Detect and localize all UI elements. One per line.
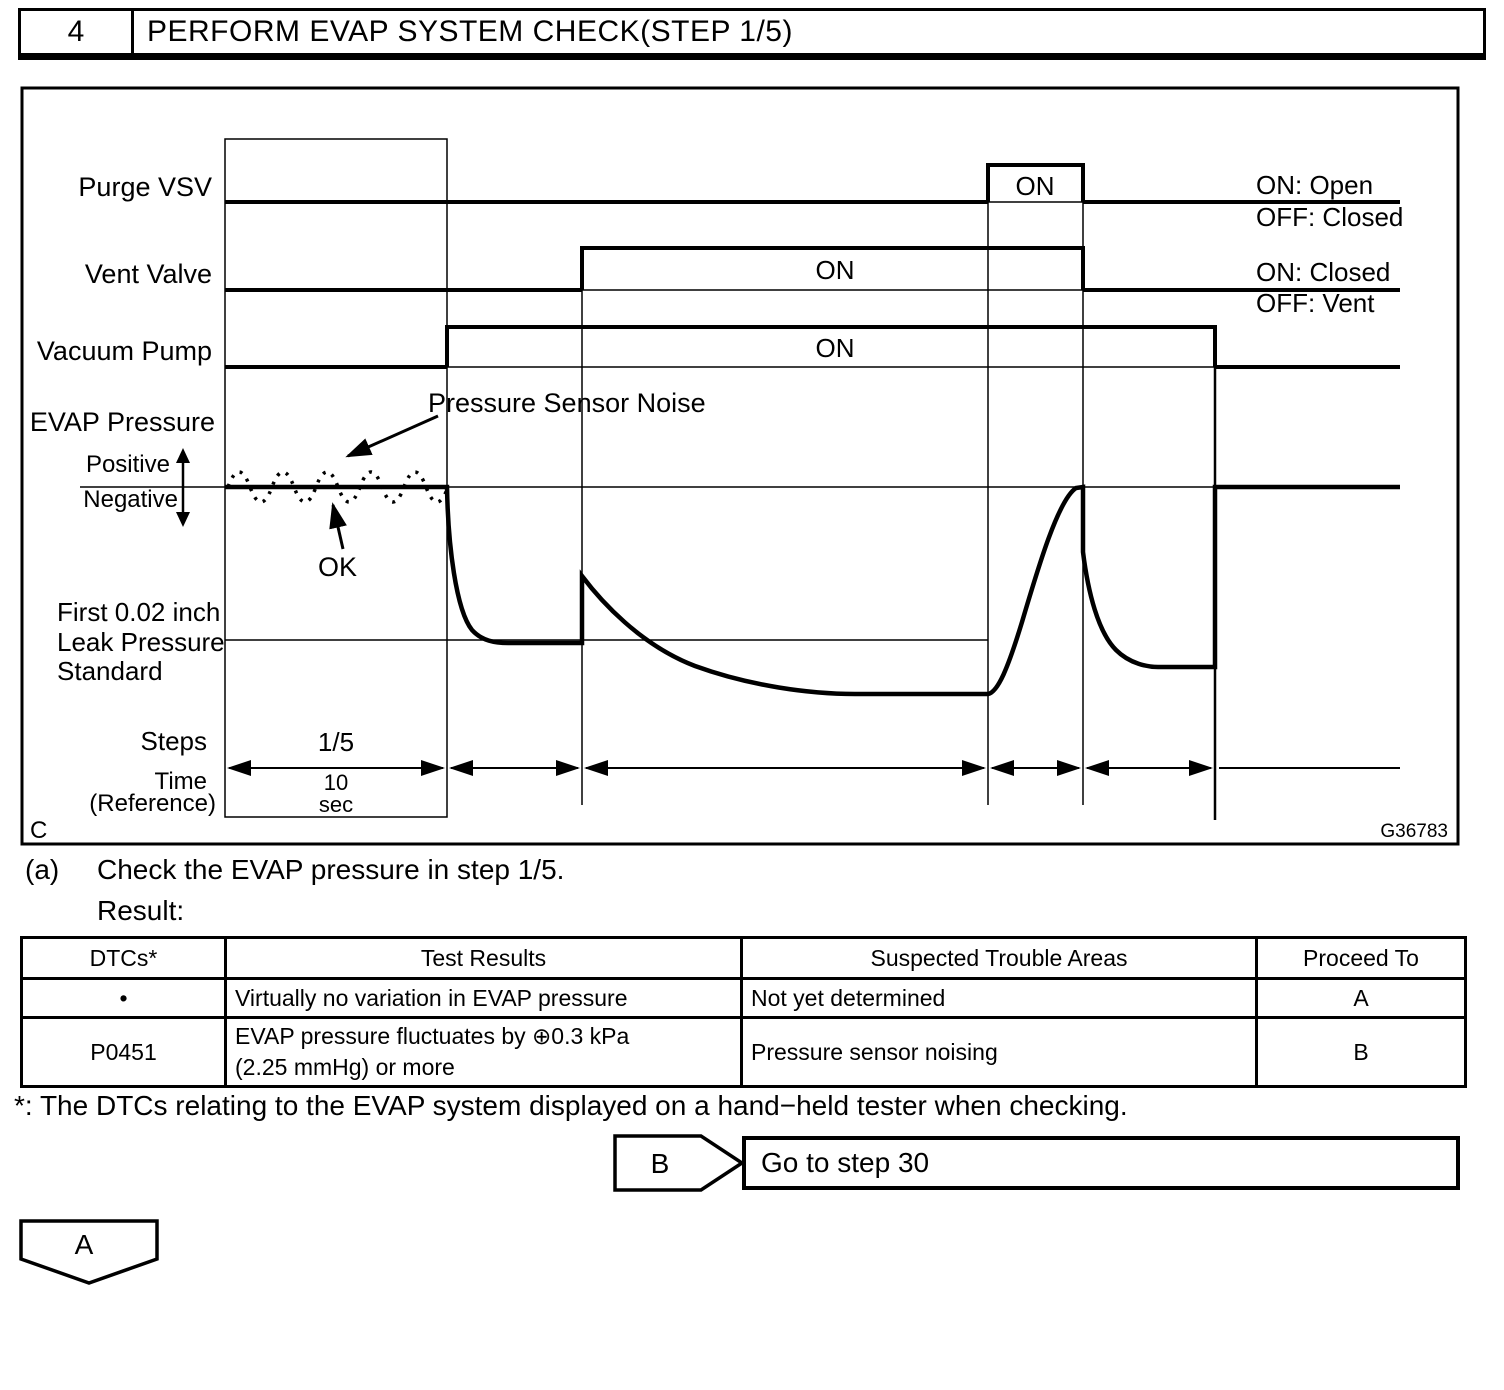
col-header-dtcs: DTCs* (20, 936, 227, 980)
vent-valve-label: Vent Valve (85, 259, 212, 289)
goto-step-text: Go to step 30 (761, 1147, 930, 1178)
leak-standard-label-2: Leak Pressure (57, 627, 225, 657)
cell-dtc: P0451 (20, 1015, 227, 1089)
connector-a-shape: A (19, 1219, 159, 1285)
purge-vsv-waveform (225, 163, 1400, 204)
polarity-arrow (176, 448, 190, 527)
leak-standard-label-1: First 0.02 inch (57, 597, 220, 627)
table-row: P0451 EVAP pressure fluctuates by ⊕0.3 k… (20, 1015, 1467, 1089)
purge-on-label: ON (1016, 171, 1055, 201)
noise-pointer-arrow (345, 414, 439, 458)
corner-label: C (30, 817, 47, 844)
noise-annotation-label: Pressure Sensor Noise (428, 388, 706, 418)
instruction-text: Check the EVAP pressure in step 1/5. (97, 854, 565, 885)
vacuum-pump-waveform (225, 325, 1400, 369)
vacuum-on-label: ON (816, 333, 855, 363)
steps-label: Steps (141, 726, 208, 756)
vent-valve-waveform (225, 246, 1400, 292)
time-value: 10 (324, 770, 348, 795)
vent-on-label: ON (816, 255, 855, 285)
connector-b-shape: B (613, 1134, 746, 1192)
negative-label: Negative (83, 486, 178, 513)
purge-legend-on: ON: Open (1256, 170, 1373, 200)
cell-trouble-area: Not yet determined (740, 977, 1258, 1019)
cell-proceed: A (1255, 977, 1467, 1019)
step-window-box (224, 138, 448, 818)
leak-standard-label-3: Standard (57, 656, 163, 686)
figure-id: G36783 (1380, 821, 1448, 842)
cell-dtc: • (20, 977, 227, 1019)
cell-proceed: B (1255, 1015, 1467, 1089)
purge-vsv-label: Purge VSV (78, 172, 212, 202)
goto-step-box: Go to step 30 (742, 1136, 1460, 1190)
step-number: 4 (21, 11, 134, 53)
vent-legend-on: ON: Closed (1256, 257, 1390, 287)
instruction-line: (a) Check the EVAP pressure in step 1/5. (25, 854, 564, 886)
col-header-trouble-areas: Suspected Trouble Areas (740, 936, 1258, 980)
result-table: DTCs* Test Results Suspected Trouble Are… (20, 936, 1467, 1089)
connector-a: A (18, 1218, 162, 1293)
time-unit: sec (319, 792, 353, 817)
step-title: PERFORM EVAP SYSTEM CHECK(STEP 1/5) (147, 15, 793, 48)
timing-diagram-figure: Purge VSV Vent Valve Vacuum Pump EVAP Pr… (20, 86, 1462, 853)
timing-diagram-svg: Purge VSV Vent Valve Vacuum Pump EVAP Pr… (20, 86, 1460, 846)
step-title-bar: 4 PERFORM EVAP SYSTEM CHECK(STEP 1/5) (18, 8, 1486, 60)
cell-trouble-area: Pressure sensor noising (740, 1015, 1258, 1089)
item-marker: (a) (25, 854, 60, 885)
col-header-proceed-to: Proceed To (1255, 936, 1467, 980)
connector-a-label: A (75, 1229, 94, 1260)
evap-pressure-trace (225, 484, 1400, 697)
cell-test-result: EVAP pressure fluctuates by ⊕0.3 kPa (2.… (224, 1015, 743, 1089)
gridlines (581, 202, 1217, 820)
cell-test-result: Virtually no variation in EVAP pressure (224, 977, 743, 1019)
time-reference-label: (Reference) (89, 790, 216, 817)
dtc-footnote: *: The DTCs relating to the EVAP system … (14, 1090, 1128, 1121)
evap-pressure-label: EVAP Pressure (30, 407, 215, 437)
diagram-border (20, 86, 1460, 846)
connector-b: B (612, 1133, 748, 1198)
table-row: • Virtually no variation in EVAP pressur… (20, 977, 1467, 1019)
result-label: Result: (97, 895, 185, 926)
purge-legend-off: OFF: Closed (1256, 202, 1403, 232)
table-header-row: DTCs* Test Results Suspected Trouble Are… (20, 936, 1467, 980)
connector-b-label: B (651, 1148, 670, 1179)
positive-label: Positive (86, 451, 170, 478)
steps-value: 1/5 (318, 727, 354, 757)
ok-pointer-arrow (329, 502, 347, 550)
vent-legend-off: OFF: Vent (1256, 288, 1375, 318)
test-result-line-1: EVAP pressure fluctuates by ⊕0.3 kPa (235, 1023, 630, 1049)
col-header-test-results: Test Results (224, 936, 743, 980)
ok-annotation-label: OK (318, 552, 357, 582)
test-result-line-2: (2.25 mmHg) or more (235, 1054, 455, 1081)
vacuum-pump-label: Vacuum Pump (37, 336, 212, 366)
time-label: Time (155, 768, 207, 795)
